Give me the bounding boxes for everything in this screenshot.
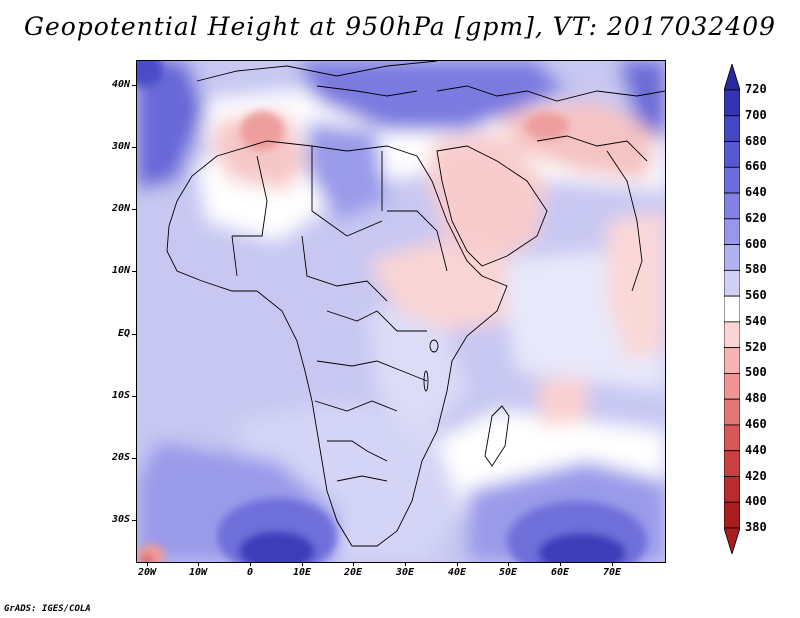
colorbar-box	[724, 166, 740, 194]
lat-tick-eq: EQ	[117, 328, 130, 339]
colorbar-box	[724, 115, 740, 142]
lon-tick-60e: 60E	[550, 567, 570, 578]
tick-mark	[132, 520, 136, 521]
colorbar-box	[724, 269, 740, 297]
tick-mark	[132, 85, 136, 86]
colorbar-level-label: 580	[745, 262, 767, 277]
colorbar-level-label: 640	[745, 185, 767, 200]
colorbar-level-label: 540	[745, 313, 767, 328]
colorbar-box	[724, 141, 740, 168]
colorbar-box	[724, 501, 740, 529]
colorbar-level-label: 500	[745, 365, 767, 380]
lon-tick-50e: 50E	[498, 567, 518, 578]
lon-tick-10w: 10W	[188, 567, 208, 578]
coastlines	[166, 61, 665, 547]
lat-tick-10n: 10N	[111, 265, 130, 276]
lat-tick-20s: 20S	[111, 452, 130, 463]
colorbar-level-label: 400	[745, 494, 767, 509]
tick-mark	[302, 562, 303, 566]
colorbar-box	[724, 424, 740, 452]
lat-tick-30n: 30N	[111, 141, 130, 152]
tick-mark	[132, 147, 136, 148]
tick-mark	[560, 562, 561, 566]
grads-credit: GrADS: IGES/COLA	[4, 604, 91, 614]
tick-mark	[457, 562, 458, 566]
lon-tick-30e: 30E	[395, 567, 415, 578]
tick-mark	[132, 334, 136, 335]
tick-mark	[132, 209, 136, 210]
colorbar-box	[724, 347, 740, 374]
tick-mark	[612, 562, 613, 566]
colorbar-box	[724, 321, 740, 349]
lat-tick-30s: 30S	[111, 514, 130, 525]
colorbar-level-label: 720	[745, 82, 767, 96]
colorbar-level-label: 380	[745, 520, 767, 534]
lat-tick-20n: 20N	[111, 203, 130, 214]
colorbar-box	[724, 373, 740, 400]
tick-mark	[250, 562, 251, 566]
lon-tick-10e: 10E	[292, 567, 312, 578]
lon-tick-20e: 20E	[343, 567, 363, 578]
colorbar-box	[724, 244, 740, 271]
colorbar-level-label: 560	[745, 288, 767, 303]
lon-tick-70e: 70E	[602, 567, 622, 578]
colorbar-level-label: 420	[745, 468, 767, 483]
colorbar-level-label: 520	[745, 339, 767, 354]
tick-mark	[508, 562, 509, 566]
tick-mark	[147, 562, 148, 566]
colorbar-bottom-arrow	[724, 527, 740, 554]
lon-tick-0: 0	[246, 567, 254, 578]
colorbar-level-label: 700	[745, 107, 767, 122]
colorbar-level-label: 440	[745, 442, 767, 457]
colorbar-box	[724, 450, 740, 477]
lat-tick-10s: 10S	[111, 390, 130, 401]
colorbar-box	[724, 89, 740, 117]
colorbar-box	[724, 218, 740, 245]
colorbar-level-label: 460	[745, 416, 767, 431]
colorbar-box	[724, 295, 740, 323]
colorbar-level-label: 680	[745, 133, 767, 148]
map-panel	[136, 60, 666, 563]
map-title: Geopotential Height at 950hPa [gpm], VT:…	[23, 12, 777, 41]
geopotential-field	[137, 61, 665, 562]
lon-tick-40e: 40E	[447, 567, 467, 578]
colorbar-level-label: 480	[745, 391, 767, 406]
tick-mark	[198, 562, 199, 566]
lon-tick-20w: 20W	[137, 567, 157, 578]
tick-mark	[353, 562, 354, 566]
tick-mark	[132, 396, 136, 397]
colorbar-level-label: 660	[745, 159, 767, 174]
colorbar-top-arrow	[724, 64, 740, 91]
colorbar-level-label: 620	[745, 210, 767, 225]
colorbar-level-label: 600	[745, 236, 767, 251]
tick-mark	[132, 271, 136, 272]
colorbar-box	[724, 192, 740, 220]
tick-mark	[405, 562, 406, 566]
tick-mark	[132, 458, 136, 459]
lat-tick-40n: 40N	[111, 79, 130, 90]
colorbar-box	[724, 476, 740, 503]
colorbar	[724, 64, 740, 554]
colorbar-box	[724, 398, 740, 426]
